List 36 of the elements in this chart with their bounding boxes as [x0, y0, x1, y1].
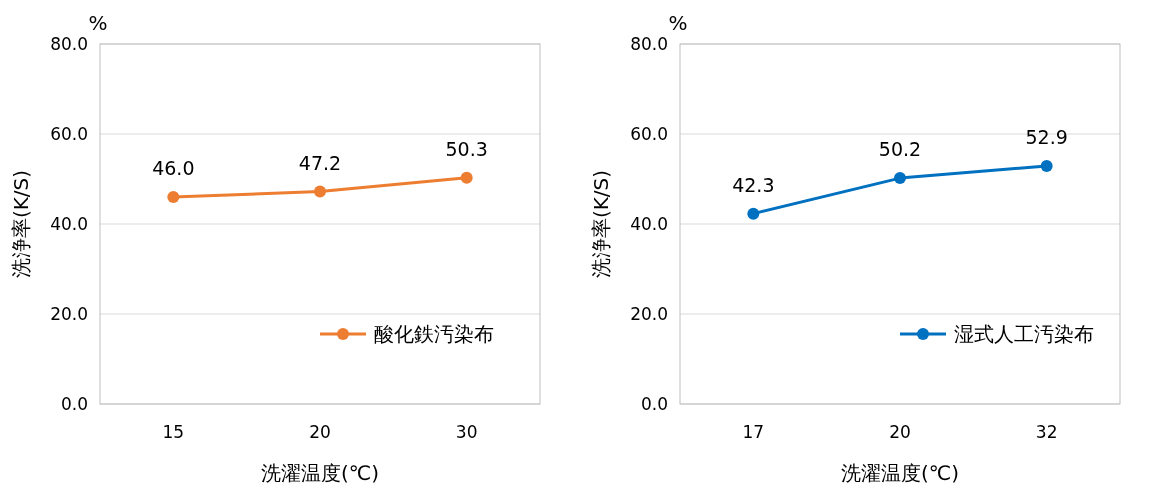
x-tick-label: 17 [742, 422, 765, 442]
point [894, 172, 906, 185]
point [1040, 159, 1053, 172]
y-tick-label: 60.0 [630, 123, 668, 144]
point [747, 207, 760, 220]
x-tick-label: 32 [1035, 422, 1058, 442]
legend-label: 湿式人工汚染布 [954, 322, 1094, 346]
y-tick-label: 80.0 [50, 33, 88, 54]
y-tick-label: 80.0 [630, 33, 668, 54]
x-axis-title: 洗濯温度(℃) [840, 461, 960, 485]
data-label: 50.3 [445, 137, 488, 160]
point [167, 191, 180, 203]
data-label: 42.3 [732, 173, 775, 196]
y-tick-label: 60.0 [50, 123, 88, 144]
y-axis-title: 洗浄率(K/S) [589, 169, 613, 279]
y-tick-label: 0.0 [60, 393, 88, 414]
legend-label: 酸化鉄汚染布 [374, 322, 494, 346]
point [314, 185, 326, 198]
data-label: 47.2 [298, 151, 342, 174]
text: % [88, 11, 108, 35]
y-tick-label: 40.0 [50, 213, 88, 234]
y-tick-label: 20.0 [50, 303, 88, 324]
y-tick-label: 40.0 [630, 213, 668, 234]
data-label: 50.2 [878, 138, 922, 161]
text: % [668, 11, 688, 35]
data-label: 52.9 [1025, 125, 1068, 148]
x-axis-title: 洗濯温度(℃) [260, 461, 380, 485]
x-tick-label: 20 [309, 422, 331, 442]
y-tick-label: 0.0 [640, 393, 668, 414]
x-tick-label: 20 [889, 422, 911, 442]
y-axis-title: 洗浄率(K/S) [9, 169, 33, 279]
point [460, 171, 473, 184]
y-tick-label: 20.0 [630, 303, 668, 324]
x-tick-label: 15 [162, 422, 185, 442]
data-label: 46.0 [152, 157, 195, 179]
x-tick-label: 30 [455, 422, 478, 442]
